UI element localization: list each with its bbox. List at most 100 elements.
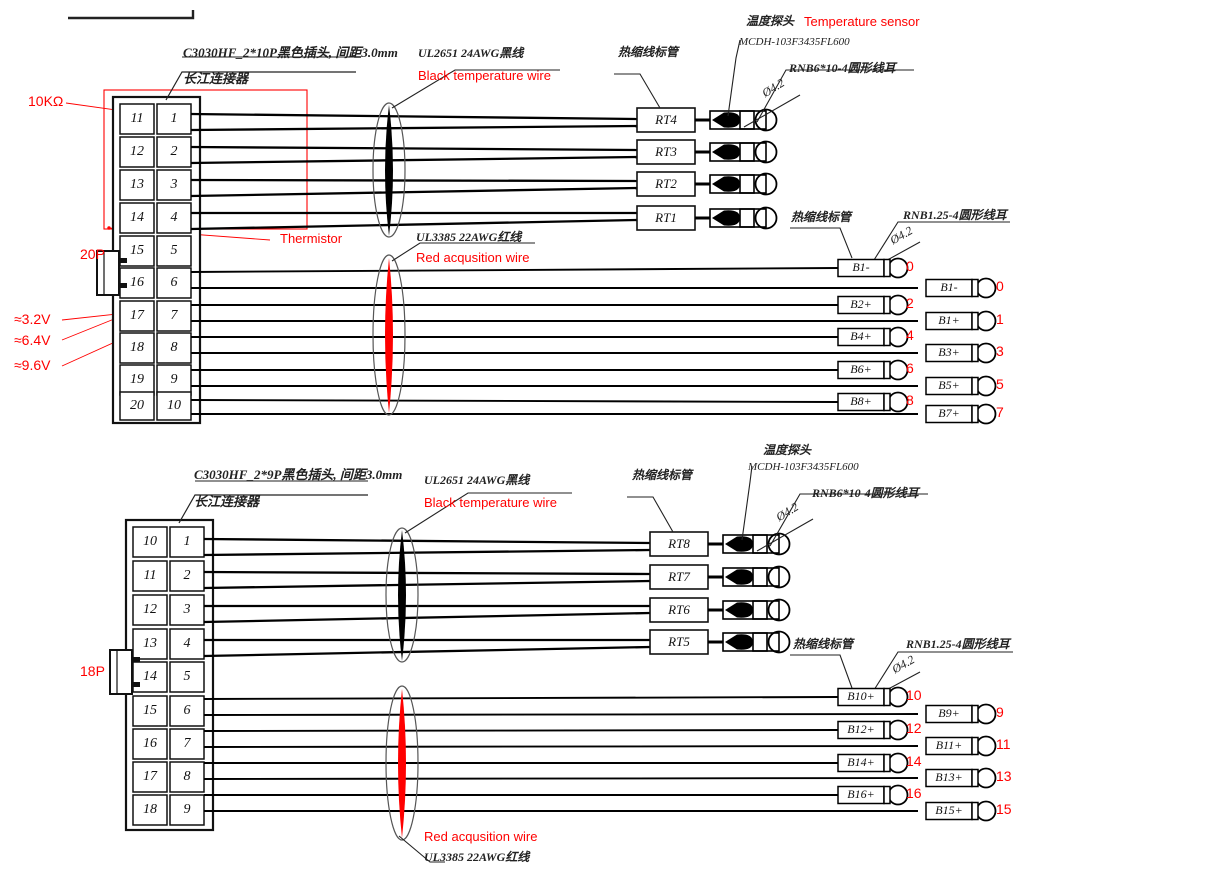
upper-sleeve-leader [614,73,661,109]
lower-pin-right-4: 4 [183,636,191,651]
rt-module-rt4: RT4 [655,112,677,127]
upper-sensor-cn: 温度探头 [746,14,795,28]
lower-connector-pincount: 18P [80,663,105,679]
upper-sensor-part: MCDH-103F3435FL600 [739,36,850,48]
lower-red-wire-lines [203,696,919,812]
b-terminal-label-l-a0: B10+ [847,689,875,703]
b-terminal-num-l-b3: 15 [996,801,1012,817]
b-terminal-label-l-b2: B13+ [935,770,963,784]
lower-pin-left-3: 12 [143,602,157,617]
rt-module-rt1: RT1 [655,210,677,225]
lower-pin-left-9: 18 [143,802,157,817]
voltage-label-1: ≈3.2V [14,311,51,327]
lower-pin-right-8: 8 [183,769,191,784]
upper-biglug-leader [743,69,914,128]
upper-pin-right-3: 3 [170,177,178,192]
lower-pin-right-5: 5 [183,669,191,684]
b-terminal-num-l-a2: 14 [906,753,922,769]
lower-black-bundle-leader [404,492,572,534]
lower-pin-left-4: 13 [143,636,157,651]
b-terminal-label-l-a2: B14+ [847,755,875,769]
rt-module-rt6: RT6 [668,602,690,617]
upper-smalllug-sleeve: 热缩线标管 [791,210,852,224]
lower-rt-row-1 [649,531,791,557]
b-terminal-num-u-a2: 4 [906,327,914,343]
b-terminal-num-u-b2: 3 [996,343,1004,359]
upper-sleeve-label: 热缩线标管 [618,45,679,59]
lower-pin-cells-right [169,526,205,826]
upper-black-bundle-leader [391,69,560,109]
lower-sensor-leader [741,465,753,541]
upper-connector-spec: C3030HF_2*10P黑色插头, 间距3.0mm [183,45,398,60]
upper-connector-pincount: 20P [80,246,105,262]
lower-sleeve-label: 热缩线标管 [632,468,693,482]
upper-pin-left-6: 16 [130,275,144,290]
b-terminal-label-u-a1: B2+ [850,297,872,311]
upper-rt-row-2 [636,139,778,165]
upper-pin-right-9: 9 [170,372,178,387]
lower-diagram [109,465,1013,863]
upper-smalllug-spec: RNB1.25-4圆形线耳 [903,208,1007,222]
lower-pin-left-8: 17 [143,769,157,784]
lower-red-wire-code: UL3385 22AWG红线 [424,850,530,864]
upper-pin-left-3: 13 [130,177,144,192]
b-terminal-num-l-b2: 13 [996,768,1012,784]
lower-connector-spec: C3030HF_2*9P黑色插头, 间距3.0mm [194,467,403,482]
b-terminal-num-l-a3: 16 [906,785,922,801]
upper-pin-right-6: 6 [170,275,178,290]
lower-pin-right-2: 2 [183,568,191,583]
b-terminal-label-l-b0: B9+ [938,706,960,720]
upper-sensor-leader [727,39,741,117]
lower-connector-brand: 长江连接器 [194,494,260,509]
upper-red-bundle-leader [391,242,535,262]
lower-black-wire-en: Black temperature wire [424,495,557,510]
b-terminal-num-u-a0: 0 [906,258,914,274]
lower-red-bundle-leader [398,835,445,863]
rt-module-rt8: RT8 [668,536,690,551]
upper-biglug-spec: RNB6*10-4圆形线耳 [789,61,896,75]
rt-module-rt3: RT3 [655,144,677,159]
b-terminal-num-u-a3: 6 [906,360,914,376]
b-terminal-num-l-a1: 12 [906,720,922,736]
upper-connector-leader [165,71,356,101]
b-terminal-label-l-a3: B16+ [847,787,875,801]
upper-pin-right-8: 8 [170,340,178,355]
b-terminal-label-u-b2: B3+ [938,345,960,359]
lower-pin-left-2: 11 [143,568,157,583]
b-terminal-label-u-a0: B1- [852,260,870,274]
upper-rt-row-3 [636,171,778,197]
upper-sensor-en: Temperature sensor [804,14,920,29]
upper-rt-row-4 [636,205,778,231]
rt-module-rt7: RT7 [668,569,690,584]
upper-pin-left-8: 18 [130,340,144,355]
lower-pin-right-6: 6 [183,703,191,718]
b-terminal-num-u-b0: 0 [996,278,1004,294]
upper-pin-left-1: 11 [130,111,144,126]
b-terminal-label-u-a2: B4+ [850,329,872,343]
lower-pin-right-1: 1 [183,534,191,549]
b-terminal-label-u-b3: B5+ [938,378,960,392]
upper-pin-left-7: 17 [130,308,144,323]
lower-pin-right-9: 9 [183,802,191,817]
upper-diagram [61,39,1010,425]
lower-smalllug-sleeve-leader [790,654,853,689]
lower-pin-left-7: 16 [143,736,157,751]
b-terminal-num-u-b1: 1 [996,311,1004,327]
upper-side-tab [96,250,127,296]
b-terminal-label-u-b0: B1- [940,280,958,294]
lower-pin-cells-left [132,526,168,826]
upper-pin-left-2: 12 [130,144,144,159]
upper-pin-left-5: 15 [130,243,144,258]
upper-pin-right-7: 7 [170,308,178,323]
upper-red-wire-lines [190,267,918,415]
lower-side-tab [109,649,140,695]
lower-connector-leader [178,494,368,524]
upper-red-wire-code: UL3385 22AWG红线 [416,230,522,244]
voltage-label-2: ≈6.4V [14,332,51,348]
thermistor-label: Thermistor [280,231,343,246]
lower-smalllug-spec: RNB1.25-4圆形线耳 [906,637,1010,651]
upper-pin-right-10: 10 [167,398,181,413]
b-terminal-num-u-b4: 7 [996,404,1004,420]
rt-module-rt5: RT5 [668,634,690,649]
upper-red-wire-en: Red acqusition wire [416,250,530,265]
